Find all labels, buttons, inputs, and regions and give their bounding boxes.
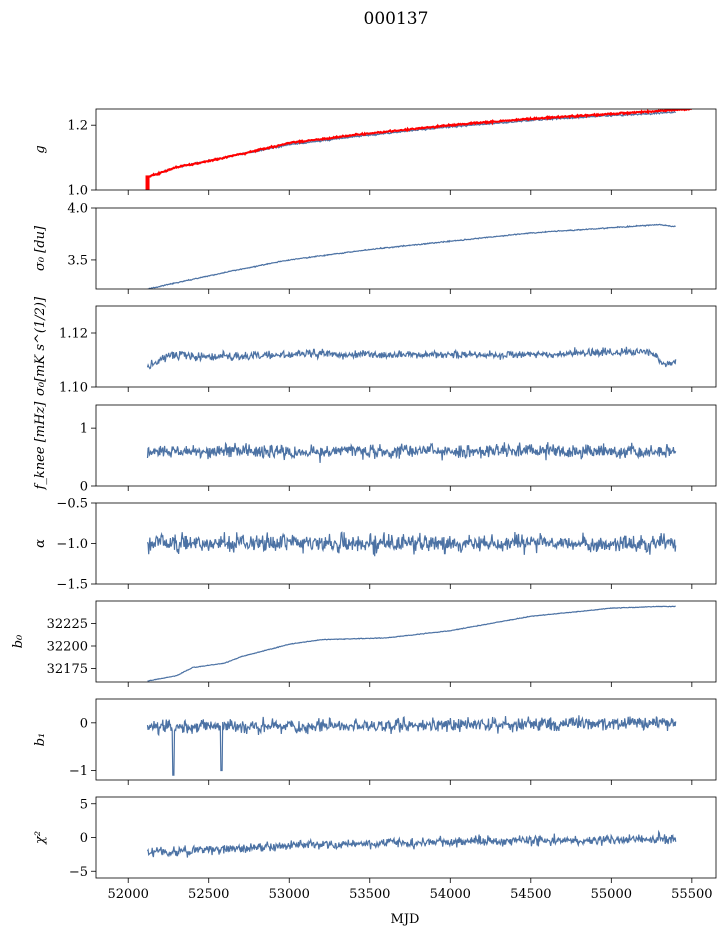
y-axis-label-g: g — [33, 145, 48, 153]
y-tick-label-alpha: −1.5 — [56, 578, 88, 593]
figure-title: 000137 — [364, 9, 429, 29]
panel-alpha: −1.5 −1.0 −0.5 α — [33, 497, 717, 593]
y-tick-label-alpha: −0.5 — [56, 497, 88, 512]
series-line-b1-0 — [146, 715, 677, 776]
y-tick-label-fknee: 0 — [80, 480, 88, 495]
panel-b0: 32175 32200 32225 b₀ — [11, 600, 717, 687]
y-tick-label-sigma0-du: 4.0 — [67, 202, 88, 217]
panel-frame-sigma0-mks — [95, 305, 717, 388]
panel-frame-sigma0-du — [95, 207, 717, 290]
y-tick-label-b0: 32175 — [47, 662, 88, 677]
panel-chi2: −5 0 5 52000 52500 53000 53500 54000 54500 55000 5… — [33, 796, 717, 902]
y-tick-label-chi2: −5 — [69, 865, 88, 880]
panel-frame-g — [95, 108, 717, 191]
panel-sigma0-mks: 1.10 1.12 σ₀[mK s^(1/2)] — [33, 296, 717, 396]
series-line-sigma0-mks-0 — [146, 346, 677, 370]
y-tick-label-chi2: 0 — [80, 831, 88, 846]
series-line-fknee-0 — [146, 441, 677, 463]
y-axis-label-alpha: α — [33, 539, 48, 548]
series-line-b0-0 — [147, 605, 676, 682]
y-axis-label-chi2: χ² — [33, 831, 48, 845]
x-tick-label: 55500 — [671, 887, 712, 902]
panel-fknee: 0 1 f_knee [mHz] — [33, 401, 717, 495]
y-axis-label-sigma0-du: σ₀ [du] — [33, 225, 48, 271]
y-tick-label-b0: 32200 — [47, 640, 88, 655]
y-tick-label-alpha: −1.0 — [56, 537, 88, 552]
panel-b1: −1 0 b₁ — [33, 698, 717, 785]
y-tick-label-b1: −1 — [69, 764, 88, 779]
x-tick-label: 54500 — [510, 887, 551, 902]
series-line-g-1 — [146, 109, 692, 179]
panels-group: 1.0 1.2 g 3.5 4.0 σ₀ [du] 1.10 1.12 σ₀[mK s^(1/2… — [11, 108, 717, 902]
panel-g: 1.0 1.2 g — [33, 108, 717, 199]
series-line-alpha-0 — [146, 531, 677, 557]
panel-frame-b1 — [95, 698, 717, 781]
y-tick-label-sigma0-du: 3.5 — [67, 253, 88, 268]
y-tick-label-fknee: 1 — [80, 422, 88, 437]
series-line-g-0 — [147, 111, 677, 177]
x-tick-label: 53000 — [269, 887, 310, 902]
panel-frame-fknee — [95, 404, 717, 487]
x-tick-label: 52000 — [108, 887, 149, 902]
x-tick-label: 55000 — [591, 887, 632, 902]
x-axis-label: MJD — [391, 912, 420, 927]
x-tick-label: 54000 — [430, 887, 471, 902]
panel-frame-b0 — [95, 600, 717, 683]
series-line-chi2-0 — [146, 829, 677, 858]
y-tick-label-g: 1.0 — [67, 184, 88, 199]
y-tick-label-b1: 0 — [80, 716, 88, 731]
series-line-sigma0-du-0 — [147, 223, 676, 289]
y-tick-label-sigma0-mks: 1.12 — [59, 327, 88, 342]
y-tick-label-chi2: 5 — [80, 797, 88, 812]
panel-sigma0-du: 3.5 4.0 σ₀ [du] — [33, 202, 717, 294]
x-tick-label: 52500 — [188, 887, 229, 902]
y-axis-label-fknee: f_knee [mHz] — [33, 401, 48, 491]
y-tick-label-g: 1.2 — [67, 119, 88, 134]
y-tick-label-b0: 32225 — [47, 617, 88, 632]
x-tick-label: 53500 — [349, 887, 390, 902]
y-axis-label-b0: b₀ — [11, 634, 26, 648]
y-axis-label-b1: b₁ — [33, 733, 48, 747]
y-axis-label-sigma0-mks: σ₀[mK s^(1/2)] — [33, 296, 48, 396]
y-tick-label-sigma0-mks: 1.10 — [59, 381, 88, 396]
